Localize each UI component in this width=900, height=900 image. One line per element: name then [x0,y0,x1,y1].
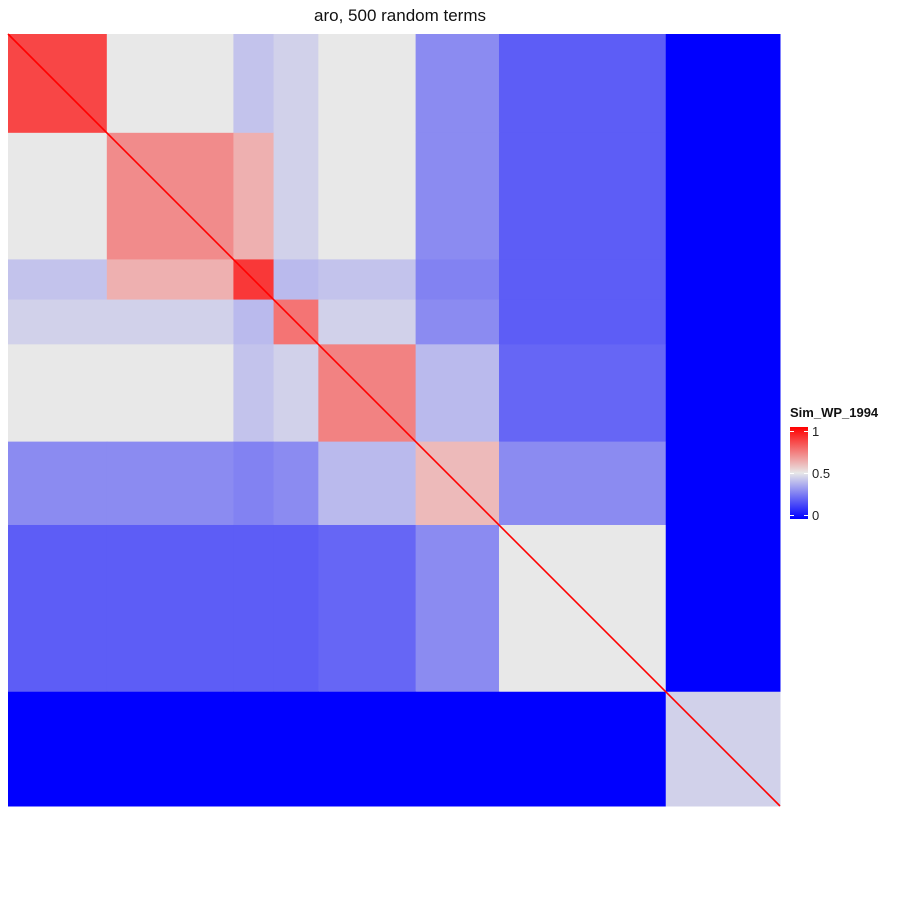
legend-tick-mark-1 [790,431,794,432]
legend-title: Sim_WP_1994 [790,405,879,420]
heatmap-block-6-4 [318,524,417,693]
heatmap-block-2-5 [415,259,500,301]
heatmap-block-4-5 [415,344,500,443]
heatmap-block-2-7 [665,259,781,301]
heatmap-block-1-4 [318,132,417,260]
heatmap-block-3-4 [318,299,417,345]
heatmap-block-5-7 [665,441,781,526]
heatmap-block-1-6 [498,132,667,260]
heatmap-block-3-5 [415,299,500,345]
legend-tick-mark-0 [790,515,794,516]
heatmap-block-0-1 [106,34,234,134]
heatmap-block-6-0 [8,524,108,693]
legend-color-bar [790,427,808,519]
heatmap-block-5-6 [498,441,667,526]
heatmap-block-6-2 [233,524,275,693]
heatmap-block-6-3 [273,524,319,693]
heatmap-block-5-1 [106,441,234,526]
heatmap-block-5-3 [273,441,319,526]
heatmap-block-6-7 [665,524,781,693]
heatmap-block-4-7 [665,344,781,443]
heatmap-block-1-3 [273,132,319,260]
legend-tick-label: 0.5 [812,466,831,481]
heatmap-block-3-0 [8,299,108,345]
heatmap-block-1-7 [665,132,781,260]
heatmap-block-4-1 [106,344,234,443]
heatmap-block-4-0 [8,344,108,443]
legend-tick-mark-05 [790,473,794,474]
heatmap-block-2-0 [8,259,108,301]
legend-tick-mark-0b [804,515,808,516]
color-legend: Sim_WP_1994 1 0.5 0 [790,405,900,523]
heatmap-block-0-7 [665,34,781,134]
heatmap-block-1-2 [233,132,275,260]
heatmap-block-7-1 [106,691,234,807]
heatmap-block-3-1 [106,299,234,345]
heatmap-block-7-0 [8,691,108,807]
heatmap-block-3-6 [498,299,667,345]
legend-tick-mark-1b [804,431,808,432]
heatmap-block-0-6 [498,34,667,134]
heatmap-block-5-0 [8,441,108,526]
heatmap-block-4-2 [233,344,275,443]
heatmap-block-6-5 [415,524,500,693]
legend-tick-label: 1 [812,424,820,439]
legend-tick-label: 0 [812,508,820,523]
heatmap-block-7-4 [318,691,417,807]
heatmap-block-0-3 [273,34,319,134]
chart-title: aro, 500 random terms [314,6,486,25]
heatmap-block-0-2 [233,34,275,134]
heatmap-block-7-3 [273,691,319,807]
legend-tick-mark-05b [804,473,808,474]
heatmap-block-7-2 [233,691,275,807]
heatmap-block-4-3 [273,344,319,443]
heatmap-block-1-5 [415,132,500,260]
heatmap-block-1-0 [8,132,108,260]
heatmap-block-7-6 [498,691,667,807]
heatmap-block-4-6 [498,344,667,443]
heatmap-block-7-5 [415,691,500,807]
heatmap-block-0-4 [318,34,417,134]
heatmap-block-6-1 [106,524,234,693]
heatmap-block-2-6 [498,259,667,301]
heatmap-block-2-1 [106,259,234,301]
heatmap-diagonal [7,33,781,807]
heatmap-block-5-4 [318,441,417,526]
heatmap-block-0-5 [415,34,500,134]
heatmap-block-2-4 [318,259,417,301]
heatmap-block-2-3 [273,259,319,301]
heatmap-block-3-2 [233,299,275,345]
heatmap-block-5-2 [233,441,275,526]
heatmap-block-3-7 [665,299,781,345]
similarity-heatmap [7,33,781,807]
